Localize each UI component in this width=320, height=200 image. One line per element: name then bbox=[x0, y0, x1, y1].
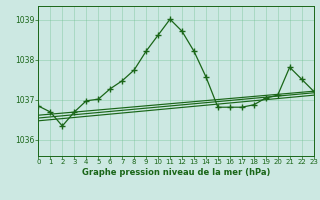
X-axis label: Graphe pression niveau de la mer (hPa): Graphe pression niveau de la mer (hPa) bbox=[82, 168, 270, 177]
